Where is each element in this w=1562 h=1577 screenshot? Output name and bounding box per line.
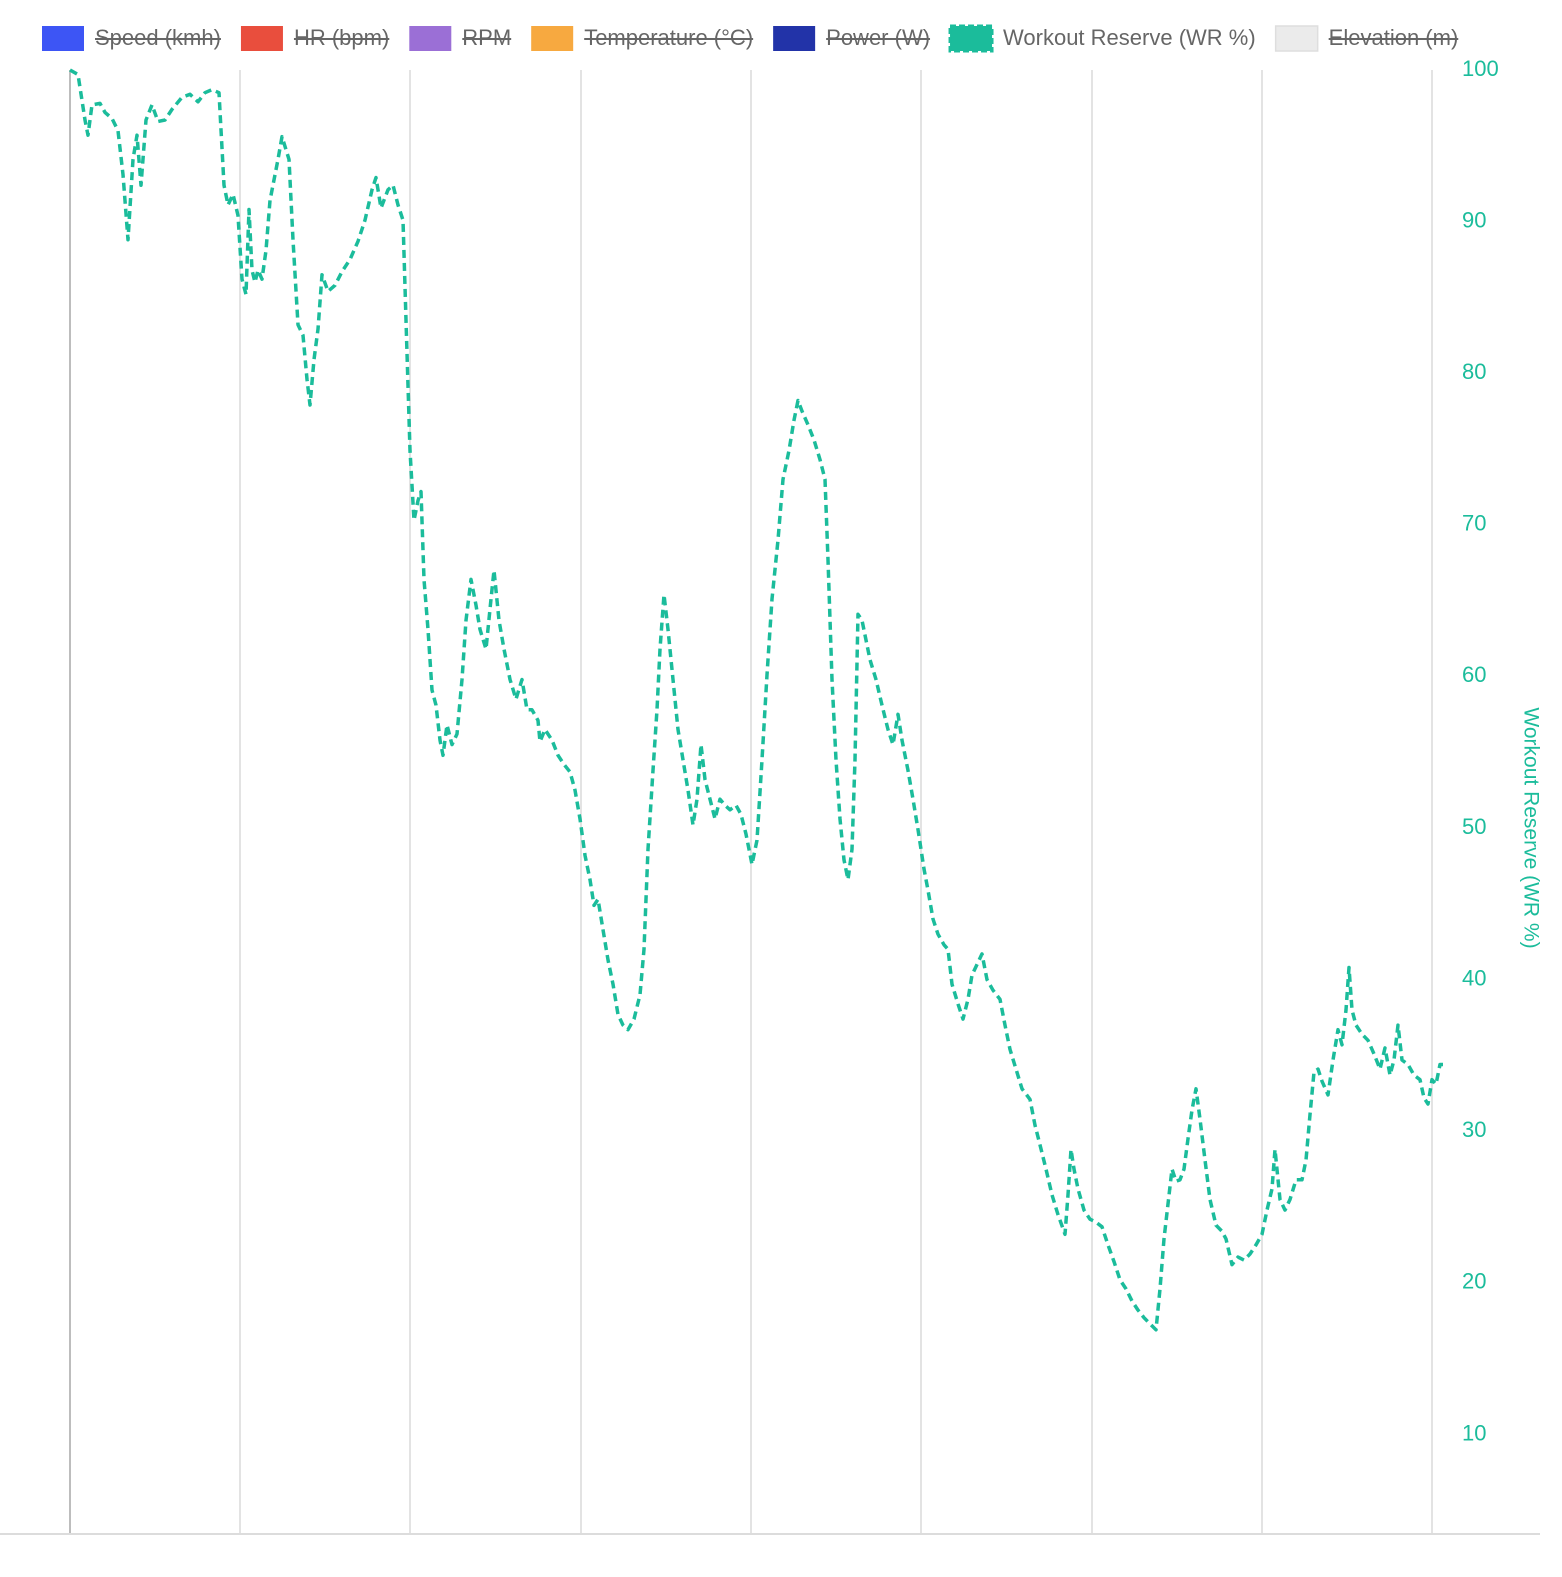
y2-tick-label: 90 xyxy=(1462,207,1486,232)
legend-swatch[interactable] xyxy=(1274,25,1319,52)
y2-tick-label: 60 xyxy=(1462,662,1486,687)
y2-tick-label: 30 xyxy=(1462,1117,1486,1142)
legend-swatch[interactable] xyxy=(531,26,574,51)
legend-label[interactable]: Temperature (°C) xyxy=(584,25,753,50)
y2-axis-title: Workout Reserve (WR %) xyxy=(1519,707,1542,948)
y2-tick-label: 80 xyxy=(1462,359,1486,384)
legend-label[interactable]: Speed (kmh) xyxy=(95,25,221,50)
y2-tick-label: 100 xyxy=(1462,56,1499,81)
y2-tick-label: 40 xyxy=(1462,965,1486,990)
legend-label[interactable]: HR (bpm) xyxy=(294,25,389,50)
data-line xyxy=(69,68,1443,1332)
legend-label[interactable]: Workout Reserve (WR %) xyxy=(1003,25,1256,50)
legend-swatch[interactable] xyxy=(773,26,816,51)
legend-label[interactable]: RPM xyxy=(462,25,511,50)
y2-tick-label: 50 xyxy=(1462,814,1486,839)
legend-swatch[interactable] xyxy=(948,24,994,53)
legend-swatch[interactable] xyxy=(409,26,452,51)
legend-label[interactable]: Power (W) xyxy=(826,25,930,50)
y2-tick-label: 10 xyxy=(1462,1420,1486,1445)
y2-tick-label: 70 xyxy=(1462,511,1486,536)
legend-swatch[interactable] xyxy=(240,26,283,51)
legend-swatch[interactable] xyxy=(42,26,84,51)
y2-tick-label: 20 xyxy=(1462,1269,1486,1294)
legend-label[interactable]: Elevation (m) xyxy=(1329,25,1459,50)
